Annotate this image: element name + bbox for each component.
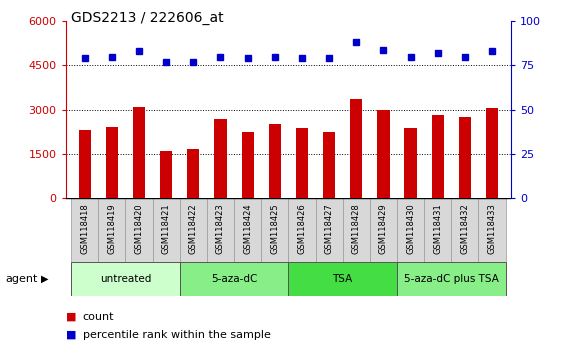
Text: GSM118430: GSM118430 xyxy=(406,203,415,254)
Text: GSM118421: GSM118421 xyxy=(162,203,171,254)
Bar xyxy=(478,198,505,262)
Bar xyxy=(106,127,118,198)
Bar xyxy=(350,99,363,198)
Text: GSM118418: GSM118418 xyxy=(80,203,89,254)
Text: untreated: untreated xyxy=(100,274,151,284)
Bar xyxy=(459,117,471,198)
Bar xyxy=(432,115,444,198)
Bar xyxy=(180,198,207,262)
Text: TSA: TSA xyxy=(332,274,353,284)
Text: GSM118424: GSM118424 xyxy=(243,203,252,254)
Bar xyxy=(242,132,254,198)
Text: GSM118426: GSM118426 xyxy=(297,203,307,254)
Text: GSM118429: GSM118429 xyxy=(379,203,388,254)
Bar xyxy=(126,198,152,262)
Bar xyxy=(288,262,397,296)
Text: GSM118423: GSM118423 xyxy=(216,203,225,254)
Text: GSM118427: GSM118427 xyxy=(324,203,333,254)
Bar xyxy=(152,198,180,262)
Text: 5-aza-dC: 5-aza-dC xyxy=(211,274,257,284)
Text: agent: agent xyxy=(6,274,38,284)
Text: GSM118433: GSM118433 xyxy=(488,203,497,254)
Text: ▶: ▶ xyxy=(41,274,49,284)
Text: GSM118432: GSM118432 xyxy=(460,203,469,254)
Bar xyxy=(180,262,288,296)
Bar xyxy=(79,130,91,198)
Text: GSM118419: GSM118419 xyxy=(107,203,116,254)
Text: ■: ■ xyxy=(66,330,76,339)
Text: percentile rank within the sample: percentile rank within the sample xyxy=(83,330,271,339)
Bar xyxy=(316,198,343,262)
Bar xyxy=(214,119,227,198)
Text: GSM118431: GSM118431 xyxy=(433,203,442,254)
Bar xyxy=(486,108,498,198)
Text: count: count xyxy=(83,312,114,322)
Bar xyxy=(397,198,424,262)
Text: GDS2213 / 222606_at: GDS2213 / 222606_at xyxy=(71,11,224,25)
Text: 5-aza-dC plus TSA: 5-aza-dC plus TSA xyxy=(404,274,498,284)
Bar xyxy=(370,198,397,262)
Bar xyxy=(71,262,180,296)
Bar xyxy=(404,128,417,198)
Text: GSM118428: GSM118428 xyxy=(352,203,361,254)
Bar xyxy=(133,107,145,198)
Bar xyxy=(288,198,316,262)
Bar xyxy=(296,128,308,198)
Bar xyxy=(187,149,199,198)
Bar xyxy=(424,198,451,262)
Text: GSM118420: GSM118420 xyxy=(135,203,143,254)
Bar xyxy=(261,198,288,262)
Bar xyxy=(207,198,234,262)
Bar xyxy=(98,198,126,262)
Bar xyxy=(377,110,389,198)
Bar xyxy=(451,198,478,262)
Bar xyxy=(269,124,281,198)
Bar xyxy=(397,262,505,296)
Bar xyxy=(323,132,335,198)
Text: GSM118422: GSM118422 xyxy=(189,203,198,254)
Bar xyxy=(234,198,261,262)
Bar xyxy=(160,151,172,198)
Bar xyxy=(343,198,370,262)
Bar xyxy=(71,198,98,262)
Text: GSM118425: GSM118425 xyxy=(270,203,279,254)
Text: ■: ■ xyxy=(66,312,76,322)
